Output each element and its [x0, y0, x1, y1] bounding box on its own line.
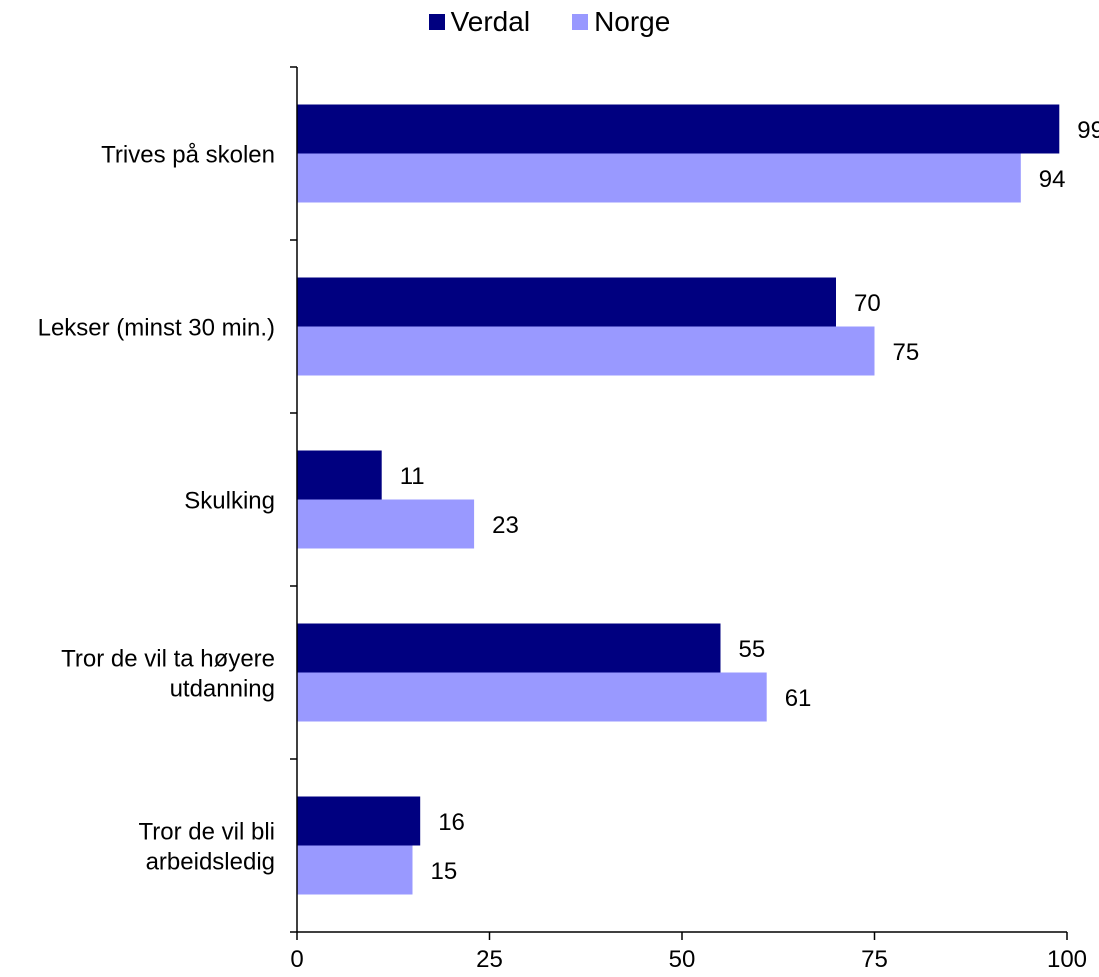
category-label-3-line0: Tror de vil ta høyere [61, 646, 275, 673]
x-tick-label-3: 75 [861, 946, 888, 973]
data-label-verdal-4: 16 [438, 809, 465, 836]
category-label-2: Skulking [184, 488, 275, 515]
data-label-norge-3: 61 [785, 685, 812, 712]
x-tick-label-0: 0 [290, 946, 303, 973]
legend-swatch-verdal [428, 14, 445, 30]
data-label-verdal-3: 55 [739, 636, 766, 663]
category-label-1: Lekser (minst 30 min.) [38, 315, 275, 342]
bar-norge-4 [297, 845, 413, 895]
bar-norge-0 [297, 153, 1021, 203]
data-label-norge-2: 23 [492, 512, 519, 539]
bar-verdal-4 [297, 796, 421, 846]
bar-norge-1 [297, 326, 875, 376]
data-label-norge-4: 15 [431, 858, 458, 885]
category-label-0: Trives på skolen [101, 142, 275, 169]
category-label-4-line0: Tror de vil bli [139, 819, 275, 846]
legend-label-verdal: Verdal [450, 6, 531, 37]
data-label-norge-1: 75 [893, 339, 920, 366]
x-tick-label-4: 100 [1047, 946, 1087, 973]
legend-label-norge: Norge [594, 6, 671, 37]
bar-verdal-1 [297, 277, 836, 327]
legend-swatch-norge [572, 14, 589, 30]
data-label-verdal-1: 70 [854, 290, 881, 317]
category-label-3-line1: utdanning [170, 676, 275, 703]
x-tick-label-1: 25 [476, 946, 503, 973]
chart-legend: Verdal Norge [0, 4, 1099, 40]
bar-verdal-3 [297, 623, 721, 673]
bar-norge-3 [297, 672, 767, 722]
category-label-4-line1: arbeidsledig [146, 849, 275, 876]
legend-item-norge: Norge [572, 4, 670, 40]
data-label-verdal-0: 99 [1077, 117, 1099, 144]
bar-verdal-0 [297, 104, 1060, 154]
data-label-norge-0: 94 [1039, 166, 1066, 193]
bar-verdal-2 [297, 450, 382, 500]
x-tick-label-2: 50 [669, 946, 696, 973]
bar-norge-2 [297, 499, 475, 549]
legend-item-verdal: Verdal [428, 4, 531, 40]
data-label-verdal-2: 11 [400, 463, 425, 490]
